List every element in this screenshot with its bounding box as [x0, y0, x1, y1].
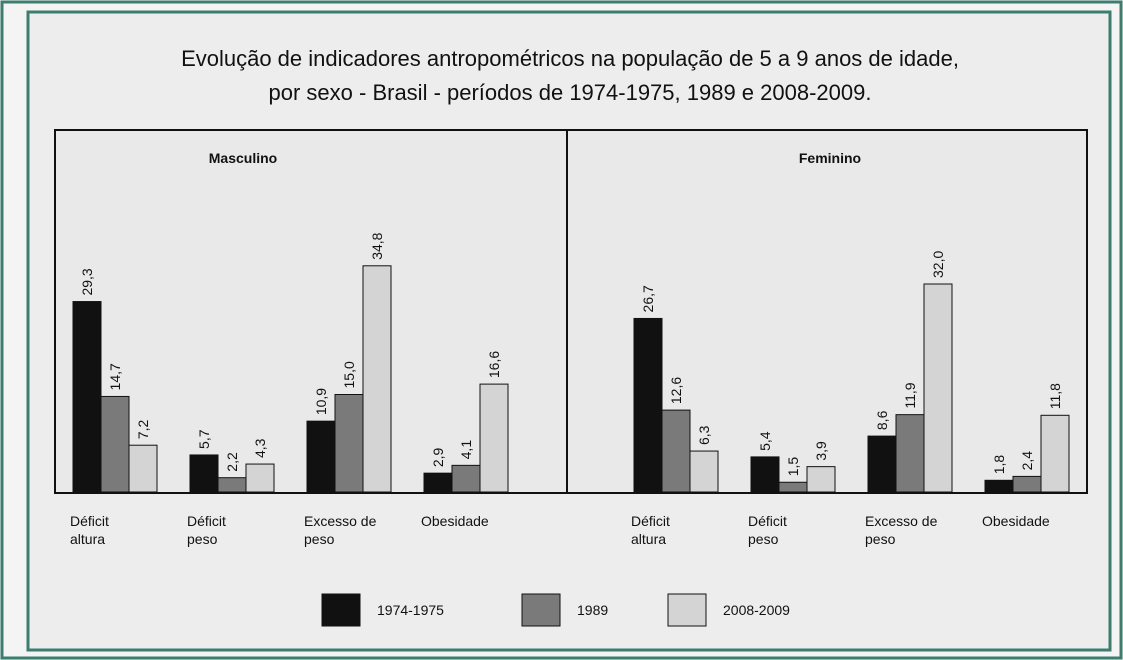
legend-swatch	[521, 593, 561, 627]
bar	[334, 394, 364, 493]
bar	[100, 395, 130, 493]
bar	[661, 409, 691, 493]
bar	[245, 463, 275, 493]
bar	[689, 450, 719, 493]
category-label: Obesidade	[982, 513, 1050, 529]
bar	[451, 464, 481, 493]
bar	[806, 466, 836, 493]
bar	[633, 317, 663, 493]
legend-label: 1989	[577, 602, 608, 618]
value-label: 1,8	[991, 455, 1007, 475]
value-label: 26,7	[640, 285, 656, 312]
category-label: Déficit peso	[187, 513, 226, 547]
bar	[1040, 414, 1070, 493]
bar	[750, 456, 780, 493]
bar	[362, 265, 392, 493]
value-label: 2,9	[430, 447, 446, 467]
category-label: Excesso de peso	[304, 513, 377, 547]
value-label: 11,9	[902, 382, 918, 408]
category-label: Déficit peso	[748, 513, 787, 547]
bar	[778, 481, 808, 493]
value-label: 16,6	[486, 351, 502, 378]
bar	[72, 301, 102, 493]
panel-title: Masculino	[209, 150, 277, 166]
value-label: 1,5	[785, 457, 801, 477]
bar	[895, 414, 925, 493]
value-label: 5,7	[196, 429, 212, 449]
value-label: 8,6	[874, 410, 890, 430]
value-label: 6,3	[696, 425, 712, 445]
category-label: Déficit altura	[70, 513, 109, 547]
value-label: 34,8	[369, 232, 385, 259]
panel-title: Feminino	[799, 150, 861, 166]
legend-swatch	[667, 593, 707, 627]
value-label: 4,1	[458, 440, 474, 460]
value-label: 4,3	[252, 438, 268, 458]
bar	[189, 454, 219, 493]
value-label: 32,0	[930, 251, 946, 278]
category-label: Déficit altura	[631, 513, 670, 547]
bar	[984, 479, 1014, 493]
category-label: Excesso de peso	[865, 513, 938, 547]
legend-swatch	[321, 593, 361, 627]
value-label: 12,6	[668, 377, 684, 404]
value-label: 3,9	[813, 441, 829, 461]
category-label: Obesidade	[421, 513, 489, 529]
bar	[128, 444, 158, 493]
value-label: 7,2	[135, 420, 151, 440]
bar	[923, 283, 953, 493]
value-label: 10,9	[313, 388, 329, 415]
value-label: 2,2	[224, 452, 240, 472]
value-label: 2,4	[1019, 451, 1035, 471]
chart-title: Evolução de indicadores antropométricos …	[181, 46, 959, 105]
bar	[217, 477, 247, 493]
value-label: 15,0	[341, 361, 357, 388]
value-label: 14,7	[107, 363, 123, 390]
bar	[423, 472, 453, 493]
bar	[479, 383, 509, 493]
legend-label: 1974-1975	[377, 602, 444, 618]
bar	[306, 420, 336, 493]
bar	[1012, 475, 1042, 493]
bar	[867, 435, 897, 493]
value-label: 29,3	[79, 268, 95, 295]
value-label: 11,8	[1047, 383, 1063, 409]
value-label: 5,4	[757, 431, 773, 451]
legend-label: 2008-2009	[723, 602, 790, 618]
